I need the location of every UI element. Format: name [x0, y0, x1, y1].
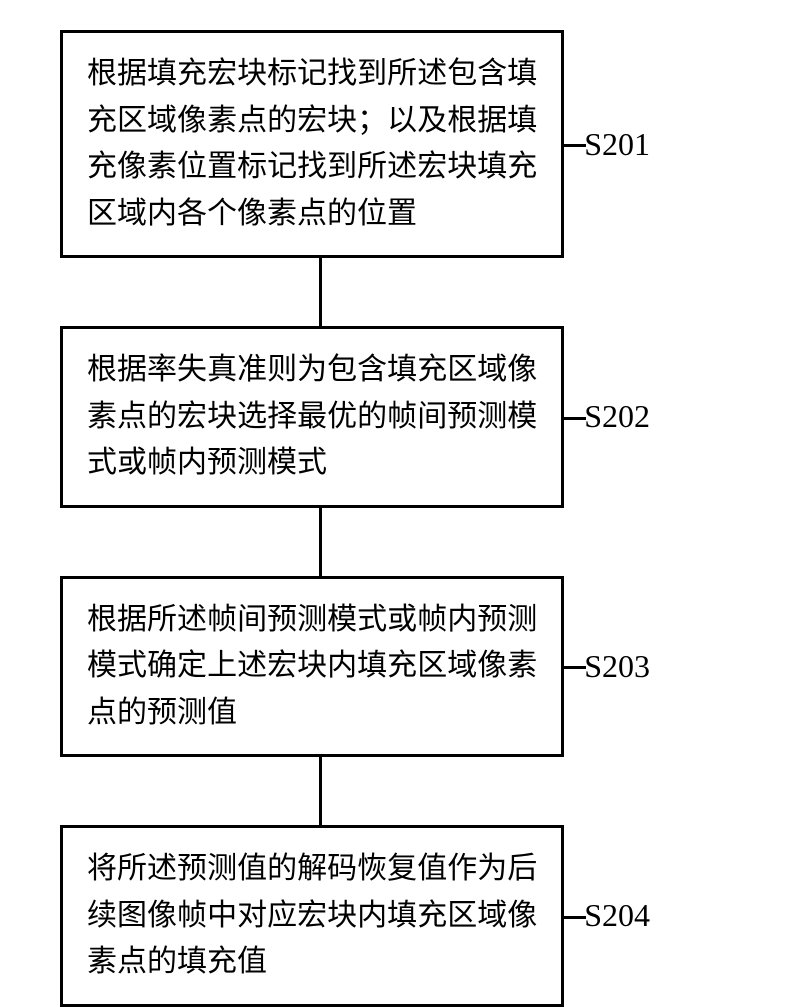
- step-box-s204: 将所述预测值的解码恢复值作为后续图像帧中对应宏块内填充区域像素点的填充值: [60, 825, 564, 1007]
- step-row-s203: 根据所述帧间预测模式或帧内预测模式确定上述宏块内填充区域像素点的预测值 S203: [60, 576, 720, 758]
- label-text: S202: [584, 398, 650, 434]
- step-row-s202: 根据率失真准则为包含填充区域像素点的宏块选择最优的帧间预测模式或帧内预测模式 S…: [60, 326, 720, 508]
- label-text: S203: [584, 648, 650, 684]
- vertical-connector: [319, 258, 322, 326]
- step-text: 根据率失真准则为包含填充区域像素点的宏块选择最优的帧间预测模式或帧内预测模式: [87, 353, 537, 479]
- step-text: 将所述预测值的解码恢复值作为后续图像帧中对应宏块内填充区域像素点的填充值: [87, 852, 537, 978]
- vertical-connector: [319, 508, 322, 576]
- step-label-s204: S204: [564, 897, 720, 934]
- step-box-s201: 根据填充宏块标记找到所述包含填充区域像素点的宏块；以及根据填充像素位置标记找到所…: [60, 30, 564, 258]
- step-label-s203: S203: [564, 648, 720, 685]
- step-text: 根据填充宏块标记找到所述包含填充区域像素点的宏块；以及根据填充像素位置标记找到所…: [87, 57, 537, 230]
- step-box-s203: 根据所述帧间预测模式或帧内预测模式确定上述宏块内填充区域像素点的预测值: [60, 576, 564, 758]
- step-label-s201: S201: [564, 126, 720, 163]
- label-text: S201: [584, 126, 650, 162]
- flowchart-container: 根据填充宏块标记找到所述包含填充区域像素点的宏块；以及根据填充像素位置标记找到所…: [60, 30, 720, 1007]
- label-text: S204: [584, 897, 650, 933]
- step-box-s202: 根据率失真准则为包含填充区域像素点的宏块选择最优的帧间预测模式或帧内预测模式: [60, 326, 564, 508]
- step-text: 根据所述帧间预测模式或帧内预测模式确定上述宏块内填充区域像素点的预测值: [87, 603, 537, 729]
- step-row-s204: 将所述预测值的解码恢复值作为后续图像帧中对应宏块内填充区域像素点的填充值 S20…: [60, 825, 720, 1007]
- step-label-s202: S202: [564, 398, 720, 435]
- vertical-connector: [319, 757, 322, 825]
- step-row-s201: 根据填充宏块标记找到所述包含填充区域像素点的宏块；以及根据填充像素位置标记找到所…: [60, 30, 720, 258]
